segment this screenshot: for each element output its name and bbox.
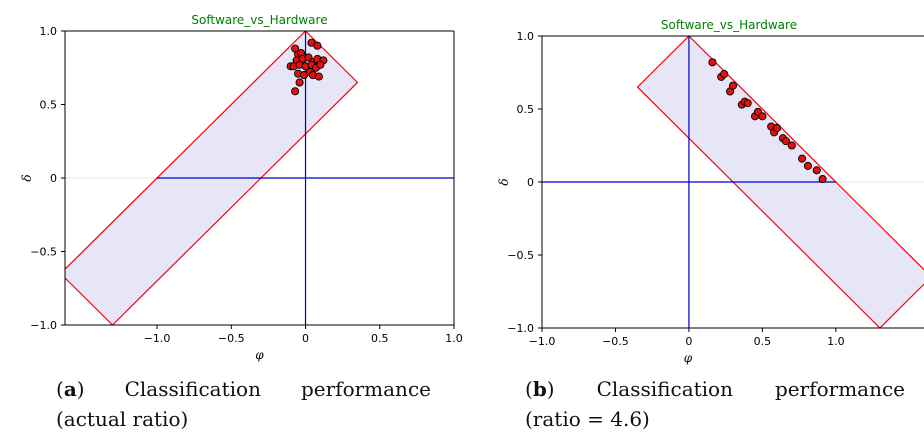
caption-a: (a) Classification performance (actual r… bbox=[56, 374, 431, 434]
data-point bbox=[295, 78, 304, 87]
data-point bbox=[812, 166, 821, 175]
data-point bbox=[743, 99, 752, 108]
chart-a: −1.0 −0.5 0 0.5 1.0 −1.0 −0.5 0 0.5 1.0 Software_v… bbox=[20, 13, 463, 362]
caption-a-line2: (actual ratio) bbox=[56, 407, 189, 431]
y-tick-label: −1.0 bbox=[507, 322, 534, 335]
y-tick-label: 0 bbox=[527, 176, 534, 189]
x-axis-label: φ bbox=[684, 351, 693, 365]
x-axis-label: φ bbox=[255, 348, 264, 362]
data-point bbox=[798, 154, 807, 163]
caption-b-word2: performance bbox=[774, 377, 905, 401]
x-tick-label: 0 bbox=[302, 332, 309, 345]
chart-b: −1.0 −0.5 0 0.5 1.0 −1.0 −0.5 0 0.5 1.0 Software_v… bbox=[497, 18, 924, 365]
data-point bbox=[758, 112, 767, 121]
data-point bbox=[787, 141, 796, 150]
chart-title: Software_vs_Hardware bbox=[661, 18, 797, 32]
caption-b-label: b bbox=[532, 377, 547, 401]
y-tick-label: −1.0 bbox=[30, 319, 57, 332]
chart-title: Software_vs_Hardware bbox=[191, 13, 327, 27]
caption-b: (b) Classification performance (ratio = … bbox=[525, 374, 905, 434]
data-point bbox=[291, 87, 300, 96]
x-tick-label: −0.5 bbox=[602, 335, 629, 348]
x-tick-label: −1.0 bbox=[144, 332, 171, 345]
caption-b-line2: (ratio = 4.6) bbox=[525, 407, 650, 431]
y-tick-label: 0 bbox=[50, 172, 57, 185]
x-tick-label: 0.5 bbox=[371, 332, 389, 345]
x-tick-label: 1.0 bbox=[827, 335, 845, 348]
x-tick-label: 0 bbox=[685, 335, 692, 348]
y-tick-label: −0.5 bbox=[30, 246, 57, 259]
data-point bbox=[720, 69, 729, 79]
y-tick-label: 1.0 bbox=[517, 30, 535, 43]
data-point bbox=[314, 72, 323, 81]
caption-b-word1: Classification bbox=[596, 377, 733, 401]
data-point bbox=[316, 60, 325, 69]
y-axis-label: δ bbox=[497, 178, 511, 185]
plot-area bbox=[65, 31, 454, 325]
x-tick-label: −1.0 bbox=[529, 335, 556, 348]
data-point bbox=[728, 81, 738, 90]
y-tick-label: 1.0 bbox=[40, 25, 58, 38]
y-tick-label: −0.5 bbox=[507, 249, 534, 262]
caption-a-word2: performance bbox=[300, 377, 431, 401]
x-tick-label: 1.0 bbox=[445, 332, 463, 345]
data-point bbox=[313, 41, 322, 50]
y-axis-label: δ bbox=[20, 174, 34, 181]
data-point bbox=[781, 137, 790, 146]
x-tick-label: −0.5 bbox=[218, 332, 245, 345]
caption-a-word1: Classification bbox=[124, 377, 261, 401]
data-point bbox=[708, 58, 717, 67]
y-tick-label: 0.5 bbox=[40, 99, 58, 112]
caption-a-label: a bbox=[63, 377, 77, 401]
data-point bbox=[773, 123, 782, 133]
plot-area bbox=[542, 36, 924, 328]
data-point bbox=[818, 175, 827, 184]
y-tick-label: 0.5 bbox=[517, 103, 535, 116]
x-tick-label: 0.5 bbox=[754, 335, 772, 348]
data-point bbox=[803, 161, 812, 170]
